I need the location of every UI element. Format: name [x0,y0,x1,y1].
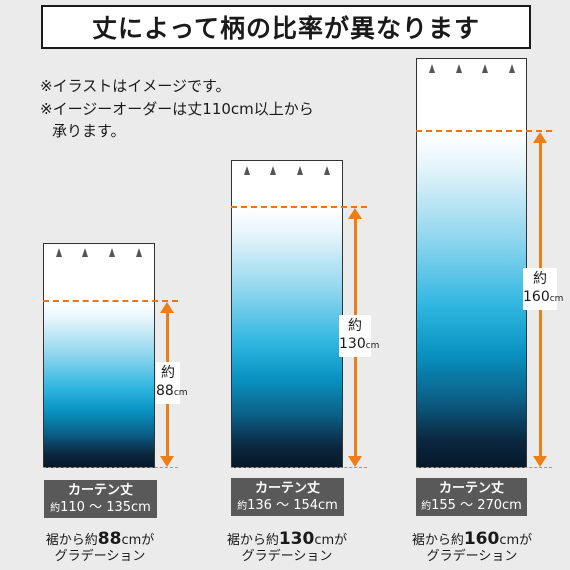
arrow-up-icon [533,132,547,143]
spec-box: カーテン丈 約155 〜 270cm [416,478,527,516]
gradient-caption: 裾から約88cmが グラデーション [45,529,155,565]
length-label: 約 160cm [523,268,563,310]
hook-icon [509,64,515,73]
gradient-caption: 裾から約130cmが グラデーション [226,529,348,565]
gradient-area [417,132,526,467]
curtain-header [44,244,154,302]
hook-icon [297,166,303,175]
hem-line [416,467,552,468]
note-illustration: ※イラストはイメージです。 [40,77,231,95]
length-label: 約 88cm [156,362,188,404]
spec-box: カーテン丈 約136 〜 154cm [231,478,344,516]
curtain-panel [416,58,527,468]
gradient-start-line [43,300,178,302]
curtain-panel [43,243,155,468]
hook-icon [429,64,435,73]
curtain-header [232,161,342,208]
gradient-area [44,302,154,467]
note-easy-order-cont: 承ります。 [52,122,126,140]
hem-line [43,467,178,468]
gradient-start-line [231,206,367,208]
gradient-caption: 裾から約160cmが グラデーション [411,529,533,565]
spec-box: カーテン丈 約110 〜 135cm [44,480,157,518]
hook-icon [482,64,488,73]
length-label: 約 130cm [339,315,379,357]
hook-icon [82,248,88,257]
arrow-up-icon [348,208,362,219]
arrow-down-icon [160,456,174,467]
note-easy-order: ※イージーオーダーは丈110cm以上から [40,100,314,118]
arrow-up-icon [160,302,174,313]
hook-icon [109,248,115,257]
hook-icon [456,64,462,73]
hook-icon [56,248,62,257]
arrow-down-icon [348,456,362,467]
page-title: 丈によって柄の比率が異なります [41,5,531,49]
gradient-area [232,208,342,467]
gradient-start-line [416,130,552,132]
arrow-down-icon [533,456,547,467]
hook-icon [136,248,142,257]
hook-icon [244,166,250,175]
hook-icon [270,166,276,175]
curtain-panel [231,160,343,468]
hook-icon [324,166,330,175]
hem-line [231,467,367,468]
curtain-header [417,59,526,132]
